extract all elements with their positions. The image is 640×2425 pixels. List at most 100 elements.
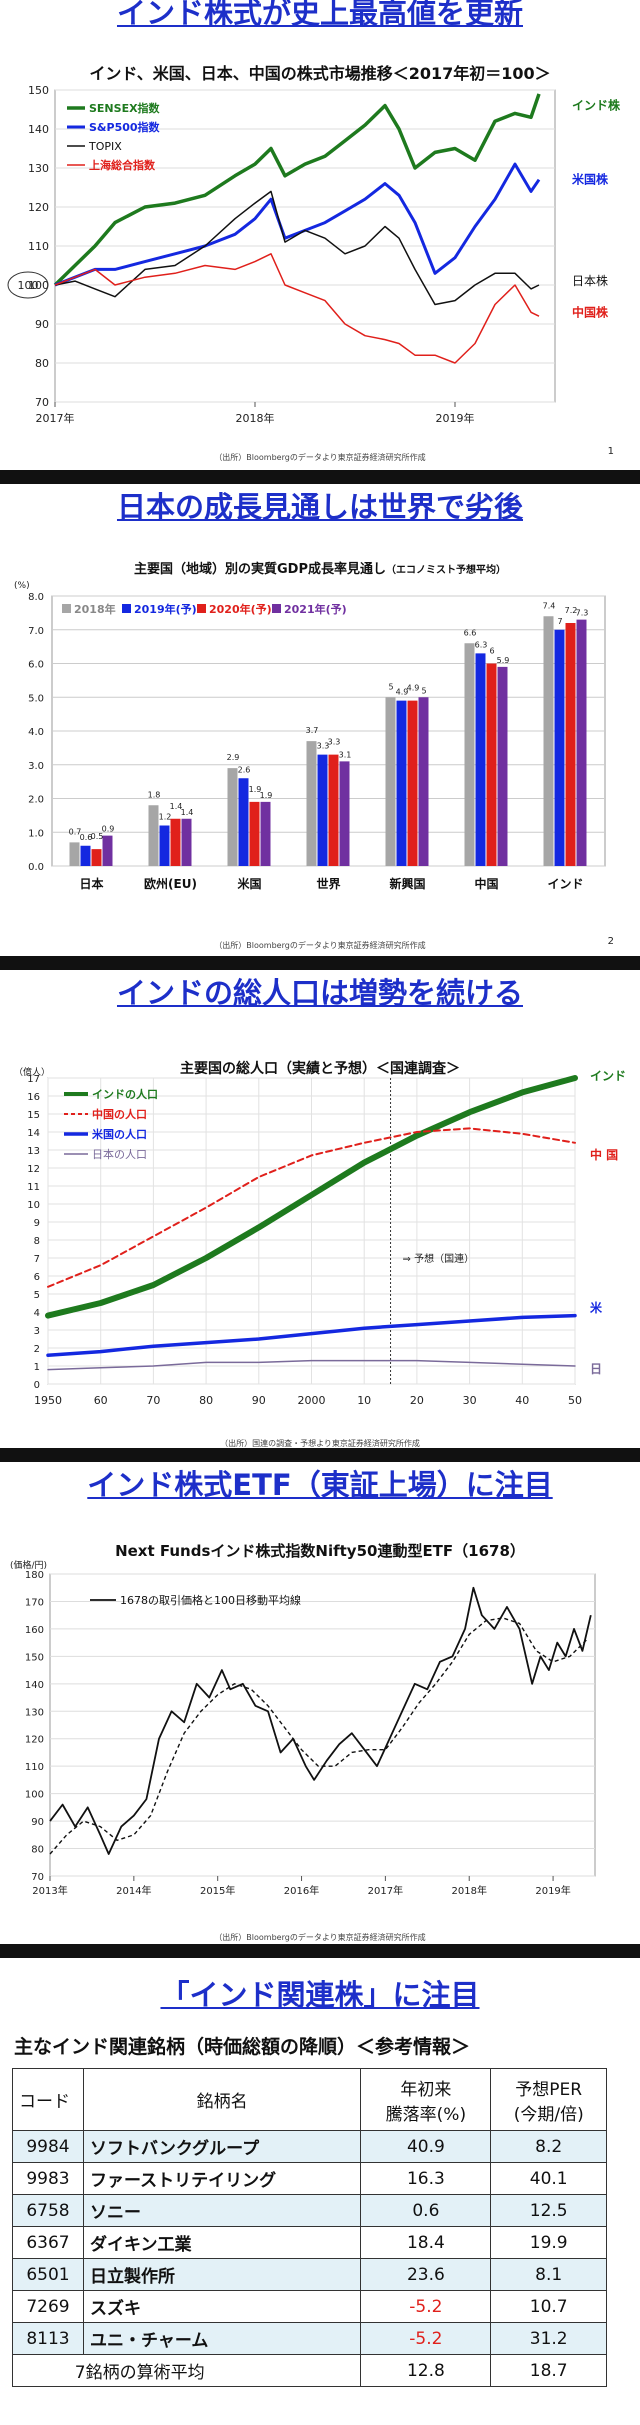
y-tick-label: 2.0 <box>28 795 44 806</box>
chart-title: インド、米国、日本、中国の株式市場推移＜2017年初＝100＞ <box>89 64 551 83</box>
y-tick-label: 140 <box>25 1680 44 1691</box>
data-label: 3.3 <box>317 742 330 751</box>
data-label: 4.9 <box>396 688 409 697</box>
bar <box>565 623 576 866</box>
per-cell: 40.1 <box>490 2162 607 2195</box>
x-tick-label: 50 <box>568 1394 582 1407</box>
x-tick-label: 1950 <box>34 1394 62 1407</box>
chart-title: 主要国（地域）別の実質GDP成長率見通し（エコノミスト予想平均） <box>134 562 506 577</box>
y-tick-label: 5 <box>34 1290 40 1301</box>
category-label: 新興国 <box>389 876 425 891</box>
y-tick-label: 12 <box>27 1164 40 1175</box>
name-cell: 日立製作所 <box>82 2258 362 2291</box>
x-tick-label: 2018年 <box>236 411 275 425</box>
bar <box>80 845 91 866</box>
y-tick-label: 8 <box>34 1236 40 1247</box>
category-label: 中国 <box>474 876 498 891</box>
baseline-label: 100 <box>18 279 39 292</box>
gdp-growth-chart: (%) 0.0 1.0 2.0 3.0 4.0 5.0 6.0 7.0 8.0 0.70.60.50… <box>14 581 606 891</box>
table-row: 9984 ソフトバンクグループ 40.9 8.2 <box>12 2130 607 2163</box>
bar <box>339 761 350 866</box>
y-tick-label: 13 <box>27 1146 40 1157</box>
legend-label: 2019年(予) <box>134 602 197 616</box>
bar <box>543 616 554 866</box>
end-label: 日本株 <box>572 273 608 288</box>
slide-etf: インド株式ETF（東証上場）に注目 Next Fundsインド株式指数Nifty… <box>0 1462 640 1944</box>
per-cell: 8.2 <box>490 2130 607 2163</box>
table-row: 8113 ユニ・チャーム -5.2 31.2 <box>12 2322 607 2355</box>
y-tick-label: 80 <box>31 1845 44 1856</box>
y-tick-label: 4.0 <box>28 727 44 738</box>
code-cell: 9984 <box>12 2130 84 2163</box>
x-tick-label: 2019年 <box>436 411 475 425</box>
x-tick-label: 2019年 <box>535 1884 570 1897</box>
y-tick-label: 7 <box>34 1254 40 1265</box>
slide-title: インド株式ETF（東証上場）に注目 <box>87 1468 553 1502</box>
name-cell: ソフトバンクグループ <box>82 2130 362 2163</box>
bar <box>249 801 260 866</box>
series-line <box>45 1075 578 1319</box>
data-label: 7 <box>557 617 562 626</box>
code-cell: 6501 <box>12 2258 84 2291</box>
category-label: 世界 <box>316 876 340 891</box>
legend-label: 2018年 <box>74 602 116 616</box>
y-tick-label: 150 <box>25 1652 44 1663</box>
table-row: 7269 スズキ -5.2 10.7 <box>12 2290 607 2323</box>
chart-title: 主要国の総人口（実績と予想）＜国連調査＞ <box>180 1061 460 1077</box>
table-subtitle: 主なインド関連銘柄（時価総額の降順）＜参考情報＞ <box>14 2036 471 2058</box>
y-tick-label: 110 <box>25 1762 44 1773</box>
data-label: 2.9 <box>227 753 240 762</box>
y-unit: (%) <box>14 581 30 591</box>
data-label: 6.3 <box>475 640 488 649</box>
source-note: （出所）Bloombergのデータより東京証券経済研究所作成 <box>214 941 426 950</box>
y-tick-label: 70 <box>35 396 49 409</box>
bar <box>91 849 102 866</box>
y-tick-label: 15 <box>27 1110 40 1121</box>
y-tick-label: 170 <box>25 1597 44 1608</box>
x-tick-label: 2013年 <box>32 1884 67 1897</box>
slide-divider <box>0 956 640 970</box>
bar <box>317 754 328 866</box>
code-cell: 6758 <box>12 2194 84 2227</box>
y-tick-label: 110 <box>28 240 49 253</box>
y-tick-label: 130 <box>25 1707 44 1718</box>
source-note: （出所）Bloombergのデータより東京証券経済研究所作成 <box>214 1933 426 1942</box>
data-label: 1.2 <box>159 813 172 822</box>
x-tick-label: 2017年 <box>368 1884 403 1897</box>
data-label: 0.6 <box>80 833 93 842</box>
data-label: 6 <box>489 647 494 656</box>
category-label: 欧州(EU) <box>144 876 197 891</box>
source-note: （出所）国連の調査・予想より東京証券経済研究所作成 <box>220 1439 420 1448</box>
data-label: 3.1 <box>339 750 352 759</box>
avg-ytd: 12.8 <box>360 2354 492 2387</box>
series-line <box>46 1313 577 1357</box>
end-label: インド株 <box>572 98 621 113</box>
bar <box>385 697 396 866</box>
y-tick-label: 180 <box>25 1570 44 1581</box>
baseline-marker <box>7 271 49 299</box>
legend-label: 2021年(予) <box>284 602 347 616</box>
end-label: 中国株 <box>572 304 609 319</box>
legend-label: SENSEX指数 <box>89 101 161 115</box>
data-label: 3.3 <box>328 738 341 747</box>
header-ytd: 年初来 騰落率(%) <box>360 2068 492 2131</box>
legend-label: 2020年(予) <box>209 602 272 616</box>
slide-population: インドの総人口は増勢を続ける 主要国の総人口（実績と予想）＜国連調査＞ （億人）… <box>0 970 640 1448</box>
bar <box>181 818 192 866</box>
bar <box>328 754 339 866</box>
legend-label: TOPIX <box>88 140 122 153</box>
x-tick-label: 2014年 <box>116 1884 151 1897</box>
forecast-label: ⇒ 予想（国連） <box>403 1252 475 1265</box>
data-label: 1.4 <box>181 808 194 817</box>
y-tick-label: 80 <box>35 357 49 370</box>
x-tick-label: 2017年 <box>36 411 75 425</box>
x-tick-label: 2015年 <box>200 1884 235 1897</box>
legend-swatch <box>62 604 71 613</box>
slide-title: インド株式が史上最高値を更新 <box>116 0 523 30</box>
bar <box>148 805 159 866</box>
y-tick-label: 9 <box>34 1218 40 1229</box>
end-label: インド <box>590 1069 626 1083</box>
y-tick-label: 2 <box>34 1344 40 1355</box>
y-tick-label: 3 <box>34 1326 40 1337</box>
data-label: 7.3 <box>576 609 589 618</box>
